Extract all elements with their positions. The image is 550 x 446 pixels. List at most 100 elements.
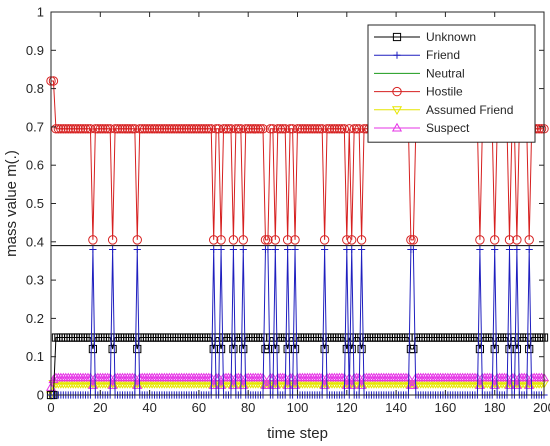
data-point-hostile [144,124,155,134]
data-point-hostile [322,124,332,134]
data-point-hostile [139,124,150,134]
data-point-friend [491,245,499,254]
x-axis-label: time step [267,425,328,442]
data-point-unknown [271,344,280,354]
data-point-hostile [260,235,271,245]
data-point-hostile [475,235,485,245]
data-point-hostile [512,235,522,245]
data-point-unknown [409,344,418,354]
data-point-hostile [169,124,179,134]
data-point-friend [239,245,247,254]
data-point-hostile [199,124,209,134]
data-point-friend [505,245,514,254]
data-point-unknown [525,344,534,354]
x-tick-label: 60 [192,400,206,415]
data-point-hostile [351,124,362,134]
data-point-hostile [206,124,216,134]
data-point-hostile [102,124,113,134]
data-point-hostile [70,124,81,134]
data-point-hostile [107,235,118,245]
data-point-hostile [194,124,204,134]
y-tick-label: 0.8 [26,81,44,96]
data-point-hostile [408,235,419,245]
data-point-hostile [524,235,534,245]
data-point-hostile [127,124,138,134]
y-tick-label: 0.7 [26,119,44,134]
data-point-hostile [243,124,253,134]
data-point-hostile [112,124,123,134]
data-point-hostile [223,124,234,134]
data-point-friend [357,245,366,254]
data-point-hostile [174,124,184,134]
data-point-hostile [280,124,290,134]
data-point-friend [264,245,272,254]
legend-marker-assumed-friend [391,106,403,115]
data-point-hostile [58,124,69,134]
data-point-hostile [191,124,202,134]
data-point-hostile [75,124,86,134]
data-point-friend [229,245,238,254]
data-point-hostile [90,124,101,134]
x-tick-label: 160 [435,400,457,415]
data-point-friend [525,245,533,254]
y-tick-label: 0.1 [26,349,44,364]
data-point-unknown [133,344,142,354]
data-point-hostile [181,124,192,134]
data-point-hostile [305,124,315,134]
data-point-unknown [320,344,329,354]
data-point-hostile [228,235,239,245]
data-point-hostile [268,124,278,134]
data-point-hostile [344,124,354,134]
data-point-hostile [100,124,110,134]
data-point-hostile [122,124,133,134]
data-point-unknown [108,344,117,354]
data-point-unknown [475,344,485,354]
data-point-hostile [98,124,108,134]
data-point-hostile [63,124,73,134]
data-point-hostile [290,235,300,245]
data-point-hostile [226,124,236,134]
data-point-hostile [255,124,266,134]
data-point-hostile [265,124,276,134]
y-tick-label: 0.3 [26,273,44,288]
legend-label-friend: Friend [426,48,460,62]
data-point-hostile [162,124,172,134]
x-tick-label: 80 [241,400,255,415]
data-point-hostile [270,235,281,245]
data-point-hostile [216,235,226,245]
y-tick-label: 0.4 [26,234,44,249]
series-friend [47,245,548,399]
data-point-hostile [241,124,251,134]
data-point-hostile [319,235,330,245]
y-tick-label: 0.9 [26,43,44,58]
data-point-hostile [179,124,189,134]
data-point-hostile [278,124,288,134]
data-point-friend [321,245,329,254]
x-tick-label: 180 [484,400,506,415]
x-tick-label: 0 [47,400,54,415]
data-point-hostile [536,124,547,134]
data-point-hostile [176,124,187,134]
data-point-hostile [349,124,359,134]
legend-label-assumed-friend: Assumed Friend [426,103,513,117]
data-point-hostile [110,124,120,134]
data-point-friend [348,245,356,254]
data-point-hostile [149,124,160,134]
data-point-hostile [117,124,128,134]
data-point-hostile [120,124,130,134]
data-point-hostile [48,76,59,86]
data-point-hostile [189,124,199,134]
legend-marker-hostile [392,86,402,97]
data-point-hostile [258,124,268,134]
data-point-hostile [282,235,293,245]
y-tick-label: 0.2 [26,311,44,326]
data-point-hostile [152,124,162,134]
data-point-friend [284,245,292,254]
y-axis-label: mass value m(.) [3,150,20,257]
data-point-hostile [263,235,273,245]
data-point-friend [217,245,225,254]
data-point-unknown [88,344,98,354]
data-point-hostile [406,235,416,245]
data-point-hostile [213,124,224,134]
data-point-hostile [238,235,248,245]
